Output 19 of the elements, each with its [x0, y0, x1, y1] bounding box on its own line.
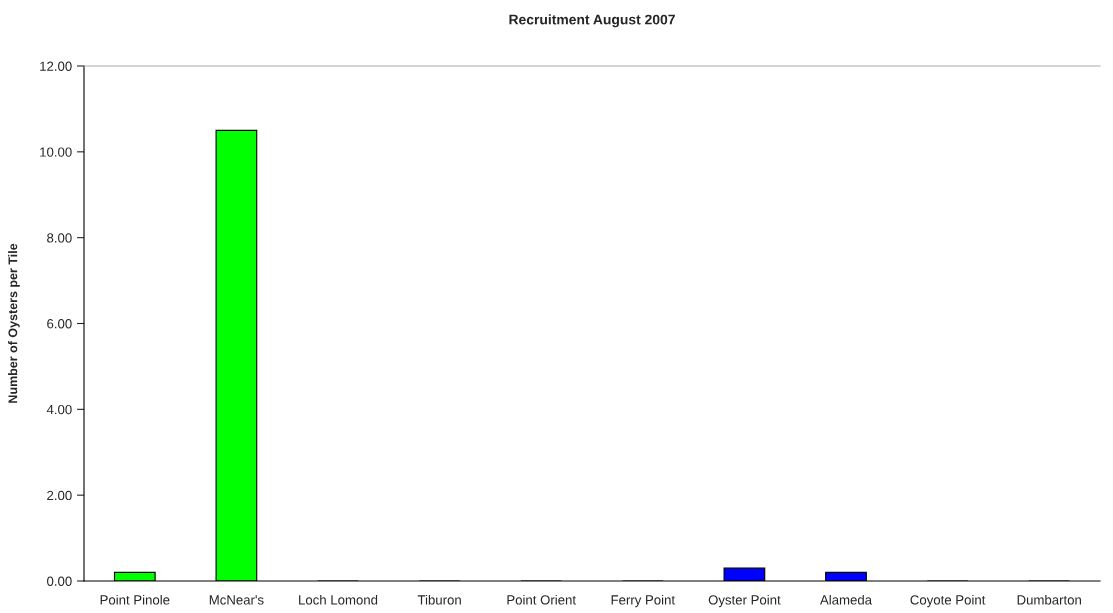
x-tick-label: Loch Lomond — [299, 594, 378, 605]
y-tick-label: 0.00 — [47, 576, 72, 586]
y-tick-label: 10.00 — [40, 147, 72, 157]
x-tick-label: Oyster Point — [708, 594, 781, 608]
chart-title: Recruitment August 2007 — [509, 14, 675, 28]
y-axis-title: Number of Oysters per Tile — [8, 243, 20, 403]
x-tick-label: Point Pinole — [100, 594, 170, 605]
y-tick-label: 6.00 — [47, 319, 72, 329]
x-tick-label: McNear's — [209, 595, 264, 605]
y-tick-label: 2.00 — [47, 490, 72, 501]
y-tick-label: 4.00 — [46, 404, 72, 415]
x-tick-label: Ferry Point — [611, 594, 675, 608]
y-tick-label: 8.00 — [47, 233, 72, 243]
x-tick-label: Tiburon — [417, 594, 461, 605]
x-tick-label: Coyote Point — [910, 594, 986, 608]
x-tick-label: Dumbarton — [1017, 594, 1081, 605]
x-tick-label: Alameda — [819, 594, 873, 605]
y-tick-label: 12.00 — [40, 61, 72, 71]
x-tick-label: Point Orient — [507, 594, 576, 605]
